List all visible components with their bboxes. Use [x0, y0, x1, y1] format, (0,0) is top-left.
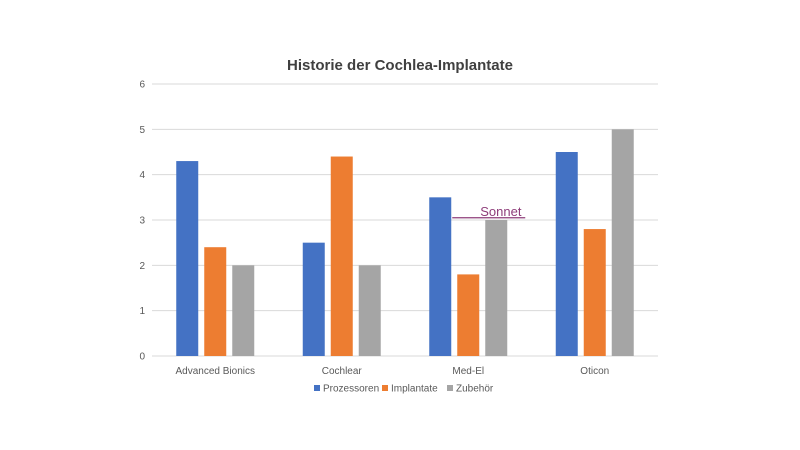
legend-label: Implantate: [391, 384, 438, 395]
category-label: Cochlear: [322, 366, 363, 377]
bars: [176, 129, 634, 356]
bar-zubehör-oticon: [611, 129, 634, 356]
category-labels: Advanced Bionics Cochlear Med-El Oticon: [176, 366, 610, 377]
bar-prozessoren-cochlear: [302, 242, 325, 356]
y-tick-label: 1: [139, 306, 145, 317]
annotation: Sonnet: [452, 204, 526, 219]
bar-implantate-oticon: [583, 229, 606, 356]
bar-prozessoren-advanced-bionics: [176, 161, 199, 356]
y-tick-label: 4: [139, 170, 145, 181]
legend: Prozessoren Implantate Zubehör: [314, 384, 494, 395]
y-axis-ticks: 0 1 2 3 4 5 6: [139, 80, 145, 363]
legend-swatch: [314, 385, 320, 391]
bar-prozessoren-med-el: [429, 197, 452, 356]
y-tick-label: 6: [139, 80, 145, 91]
bar-implantate-med-el: [457, 274, 480, 356]
bar-prozessoren-oticon: [555, 152, 578, 356]
bar-implantate-cochlear: [330, 156, 353, 356]
category-label: Oticon: [580, 366, 609, 377]
annotation-text: Sonnet: [480, 204, 522, 219]
legend-swatch: [447, 385, 453, 391]
legend-swatch: [382, 385, 388, 391]
bar-zubehör-med-el: [485, 220, 508, 356]
category-label: Advanced Bionics: [176, 366, 256, 377]
bar-zubehör-cochlear: [358, 265, 381, 356]
category-label: Med-El: [452, 366, 484, 377]
legend-label: Prozessoren: [323, 384, 379, 395]
y-tick-label: 5: [139, 125, 145, 136]
chart-title: Historie der Cochlea-Implantate: [287, 57, 513, 74]
bar-implantate-advanced-bionics: [204, 247, 227, 356]
y-tick-label: 3: [139, 216, 145, 227]
bar-zubehör-advanced-bionics: [232, 265, 255, 356]
y-tick-label: 2: [139, 261, 145, 272]
y-tick-label: 0: [139, 352, 145, 363]
gridlines: [152, 83, 658, 357]
legend-label: Zubehör: [456, 384, 494, 395]
